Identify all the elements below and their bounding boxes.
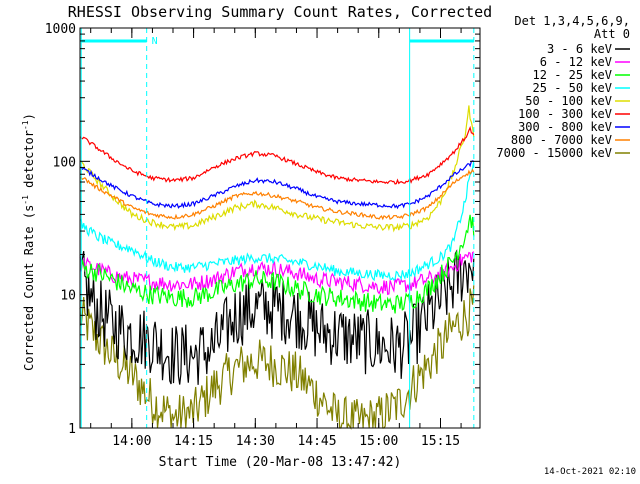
x-tick-label: 14:45: [297, 434, 336, 449]
y-tick-label: 100: [53, 155, 76, 170]
observing-flags: N: [80, 28, 475, 428]
series-line: [79, 105, 475, 233]
y-tick-label: 1000: [45, 22, 76, 37]
x-tick-label: 14:15: [174, 434, 213, 449]
series-line: [79, 249, 475, 385]
series-line: [80, 160, 475, 210]
legend-entry: 800 - 7000 keV: [511, 133, 612, 147]
series-line: [79, 168, 475, 221]
legend-entry: 3 - 6 keV: [547, 42, 612, 56]
series-layer: [79, 105, 475, 430]
legend-entry: 6 - 12 keV: [540, 55, 612, 69]
series-line: [79, 285, 475, 430]
legend-entry: 50 - 100 keV: [525, 94, 612, 108]
flag-label: N: [152, 36, 158, 47]
legend-entry: 7000 - 15000 keV: [496, 146, 612, 160]
generation-timestamp: 14-Oct-2021 02:10: [544, 467, 636, 477]
x-tick-label: 14:30: [236, 434, 275, 449]
x-tick-label: 14:00: [112, 434, 151, 449]
x-tick-label: 15:00: [359, 434, 398, 449]
series-line: [79, 125, 475, 185]
series-line: [79, 160, 475, 282]
x-axis-label: Start Time (20-Mar-08 13:47:42): [159, 455, 402, 470]
chart-title: RHESSI Observing Summary Count Rates, Co…: [68, 3, 492, 21]
x-tick-label: 15:15: [421, 434, 460, 449]
axis-ticks: 1 10 100 1000 14:00 14:15 14:30 14:45 15:00 15:15: [45, 22, 480, 449]
legend-entry: 100 - 300 keV: [518, 107, 612, 121]
legend-entry: 300 - 800 keV: [518, 120, 612, 134]
legend-header-attenuator: Att 0: [594, 27, 630, 41]
y-axis-label: Corrected Count Rate (s-1 detector-1): [21, 113, 36, 371]
series-line: [79, 214, 475, 314]
legend-header-detectors: Det 1,3,4,5,6,9,: [514, 14, 630, 28]
y-tick-label: 1: [68, 422, 76, 437]
y-tick-label: 10: [60, 289, 76, 304]
legend-entry: 25 - 50 keV: [533, 81, 612, 95]
plot-frame: [79, 27, 481, 429]
legend-entry: 12 - 25 keV: [533, 68, 612, 82]
